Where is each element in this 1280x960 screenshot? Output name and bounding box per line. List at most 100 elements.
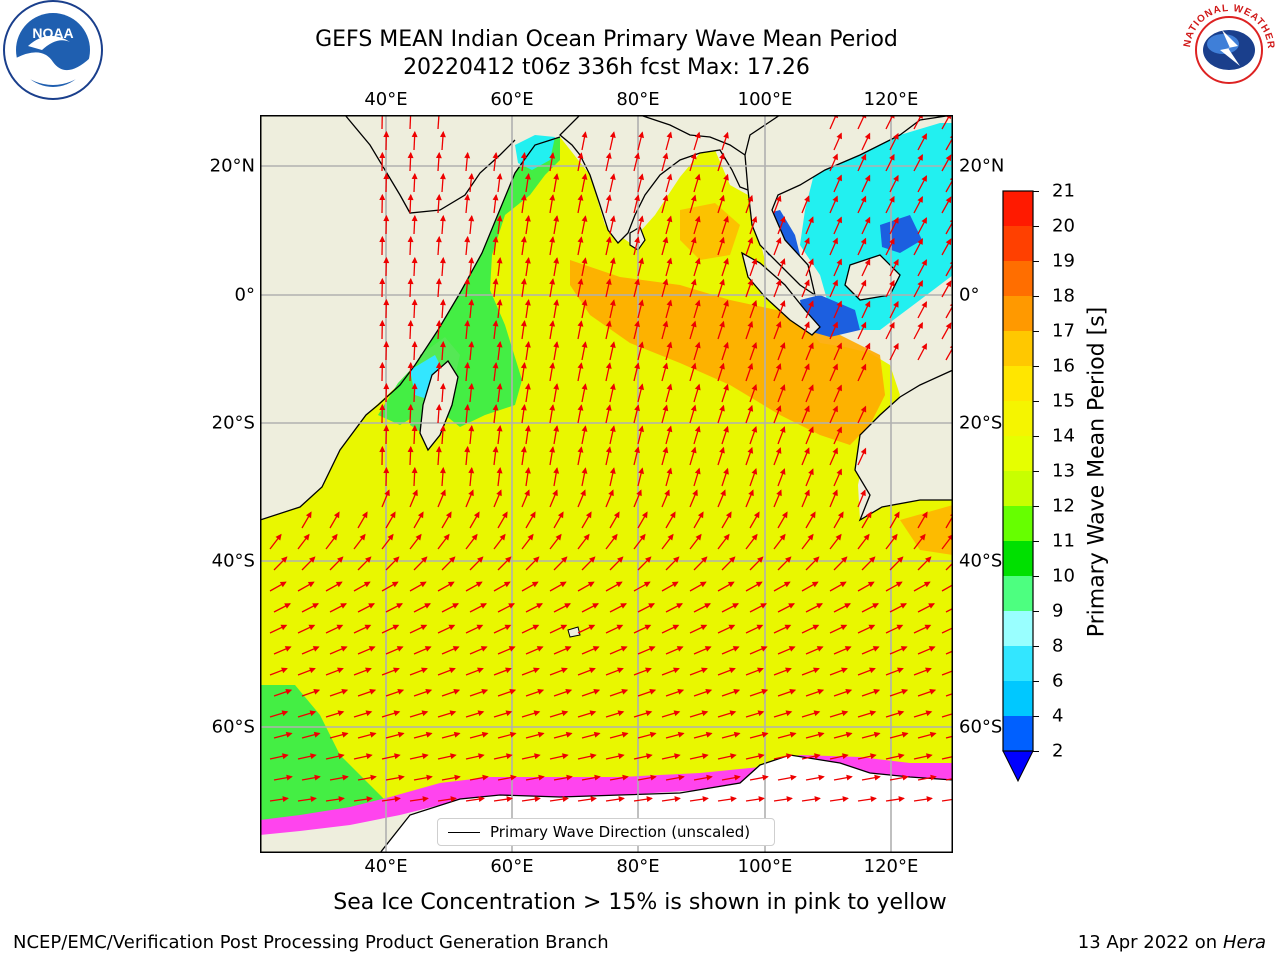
wave-direction-arrowhead <box>383 214 390 222</box>
colorbar-tick-label: 19 <box>1052 250 1075 272</box>
wave-direction-arrow <box>945 262 953 277</box>
wave-direction-arrowhead <box>524 489 530 497</box>
wave-direction-arrowhead <box>549 194 556 201</box>
wave-direction-arrowhead <box>694 299 701 307</box>
wave-direction-arrowhead <box>723 383 729 391</box>
wave-direction-arrowhead <box>365 556 372 563</box>
wave-direction-arrowhead <box>452 603 460 609</box>
wave-direction-arrowhead <box>585 511 592 519</box>
wave-direction-arrowhead <box>464 235 471 243</box>
colorbar-tick-mark <box>1033 260 1039 262</box>
wave-direction-arrowhead <box>279 581 287 588</box>
wave-direction-arrowhead <box>421 667 428 674</box>
wave-direction-arrow <box>945 304 953 319</box>
legend-label: Primary Wave Direction (unscaled) <box>490 823 751 841</box>
wave-direction-arrowhead <box>383 130 390 138</box>
wave-direction-arrowhead <box>439 130 446 138</box>
wave-direction-arrowhead <box>671 581 679 588</box>
wave-direction-arrowhead <box>492 445 499 453</box>
wave-direction-arrowhead <box>702 796 709 803</box>
colorbar-extend-arrow <box>1002 750 1034 783</box>
wave-direction-arrowhead <box>553 173 560 180</box>
wave-direction-arrow <box>941 755 953 760</box>
wave-direction-arrowhead <box>666 215 673 223</box>
wave-direction-arrowhead <box>449 667 456 674</box>
colorbar-tick-label: 20 <box>1052 215 1075 237</box>
wave-direction-arrowhead <box>425 688 433 695</box>
wave-direction-arrowhead <box>812 624 820 631</box>
colorbar-tick-label: 14 <box>1052 425 1075 447</box>
wave-direction-arrowhead <box>638 257 645 265</box>
wave-direction-arrowhead <box>361 511 368 519</box>
wave-direction-arrowhead <box>732 646 740 652</box>
wave-direction-arrowhead <box>581 383 588 390</box>
colorbar-tick-label: 16 <box>1052 355 1075 377</box>
wave-direction-arrowhead <box>648 646 656 652</box>
wave-direction-arrowhead <box>701 667 708 674</box>
wave-direction-arrowhead <box>496 172 503 180</box>
wave-direction-arrowhead <box>638 215 645 223</box>
wave-direction-arrowhead <box>618 796 625 803</box>
wave-direction-arrowhead <box>503 581 511 588</box>
wave-direction-arrowhead <box>337 710 345 717</box>
wave-direction-arrowhead <box>869 667 876 674</box>
wave-direction-arrowhead <box>860 447 867 455</box>
wave-direction-arrowhead <box>506 753 513 760</box>
wave-direction-arrowhead <box>531 581 539 588</box>
wave-direction-arrowhead <box>440 489 446 497</box>
wave-direction-arrowhead <box>366 753 373 760</box>
colorbar-tick-mark <box>1033 365 1039 367</box>
wave-direction-arrow <box>945 778 953 781</box>
wave-direction-arrowhead <box>786 753 793 760</box>
wave-direction-arrowhead <box>593 731 601 738</box>
wave-direction-arrowhead <box>482 774 489 781</box>
wave-direction-arrowhead <box>832 363 838 371</box>
wave-direction-arrowhead <box>562 753 569 760</box>
wave-direction-arrowhead <box>481 731 489 738</box>
wave-direction-arrowhead <box>804 279 810 287</box>
wave-direction-arrowhead <box>725 511 732 519</box>
wave-direction-arrowhead <box>704 603 712 609</box>
wave-direction-arrowhead <box>421 556 428 563</box>
wave-direction-arrowhead <box>917 196 923 203</box>
wave-direction-arrowhead <box>449 710 457 717</box>
wave-direction-arrowhead <box>837 511 844 519</box>
wave-direction-arrowhead <box>864 258 871 266</box>
lon-tick-top: 60°E <box>490 89 534 110</box>
wave-direction-arrowhead <box>674 796 681 803</box>
wave-direction-arrowhead <box>921 175 927 182</box>
wave-direction-arrowhead <box>313 731 321 738</box>
wave-direction-arrowhead <box>804 363 810 371</box>
wave-direction-arrowhead <box>534 753 541 760</box>
wave-direction-arrowhead <box>779 258 786 265</box>
wave-direction-arrowhead <box>281 667 288 674</box>
wave-direction-arrowhead <box>634 278 640 286</box>
wave-direction-arrowhead <box>790 774 797 781</box>
wave-direction-arrowhead <box>509 731 517 738</box>
wave-direction-arrowhead <box>605 404 612 411</box>
lat-tick-right: 40°S <box>959 550 1003 572</box>
wave-direction-arrowhead <box>411 172 418 180</box>
wave-direction-arrowhead <box>860 321 867 329</box>
wave-direction-arrowhead <box>284 603 292 609</box>
wave-direction-arrowhead <box>520 320 527 327</box>
wave-direction-arrowhead <box>281 556 288 563</box>
wave-direction-arrowhead <box>499 533 506 541</box>
wave-direction-arrowhead <box>753 511 760 519</box>
wave-direction-arrowhead <box>592 646 600 652</box>
wave-direction-arrowhead <box>719 320 725 328</box>
wave-direction-arrowhead <box>811 581 819 588</box>
wave-direction-arrowhead <box>925 710 933 717</box>
wave-direction-arrowhead <box>893 132 899 140</box>
wave-direction-arrowhead <box>368 603 376 609</box>
wave-direction-arrowhead <box>701 710 709 717</box>
wave-direction-arrowhead <box>453 731 461 738</box>
wave-direction-arrowhead <box>439 256 446 264</box>
wave-direction-arrowhead <box>468 298 475 306</box>
wave-direction-arrowhead <box>728 624 736 631</box>
wave-direction-arrowhead <box>662 152 669 160</box>
wave-direction-arrowhead <box>553 299 560 306</box>
wave-direction-arrowhead <box>282 796 289 803</box>
wave-direction-arrowhead <box>814 796 821 803</box>
wave-direction-arrowhead <box>464 403 471 411</box>
